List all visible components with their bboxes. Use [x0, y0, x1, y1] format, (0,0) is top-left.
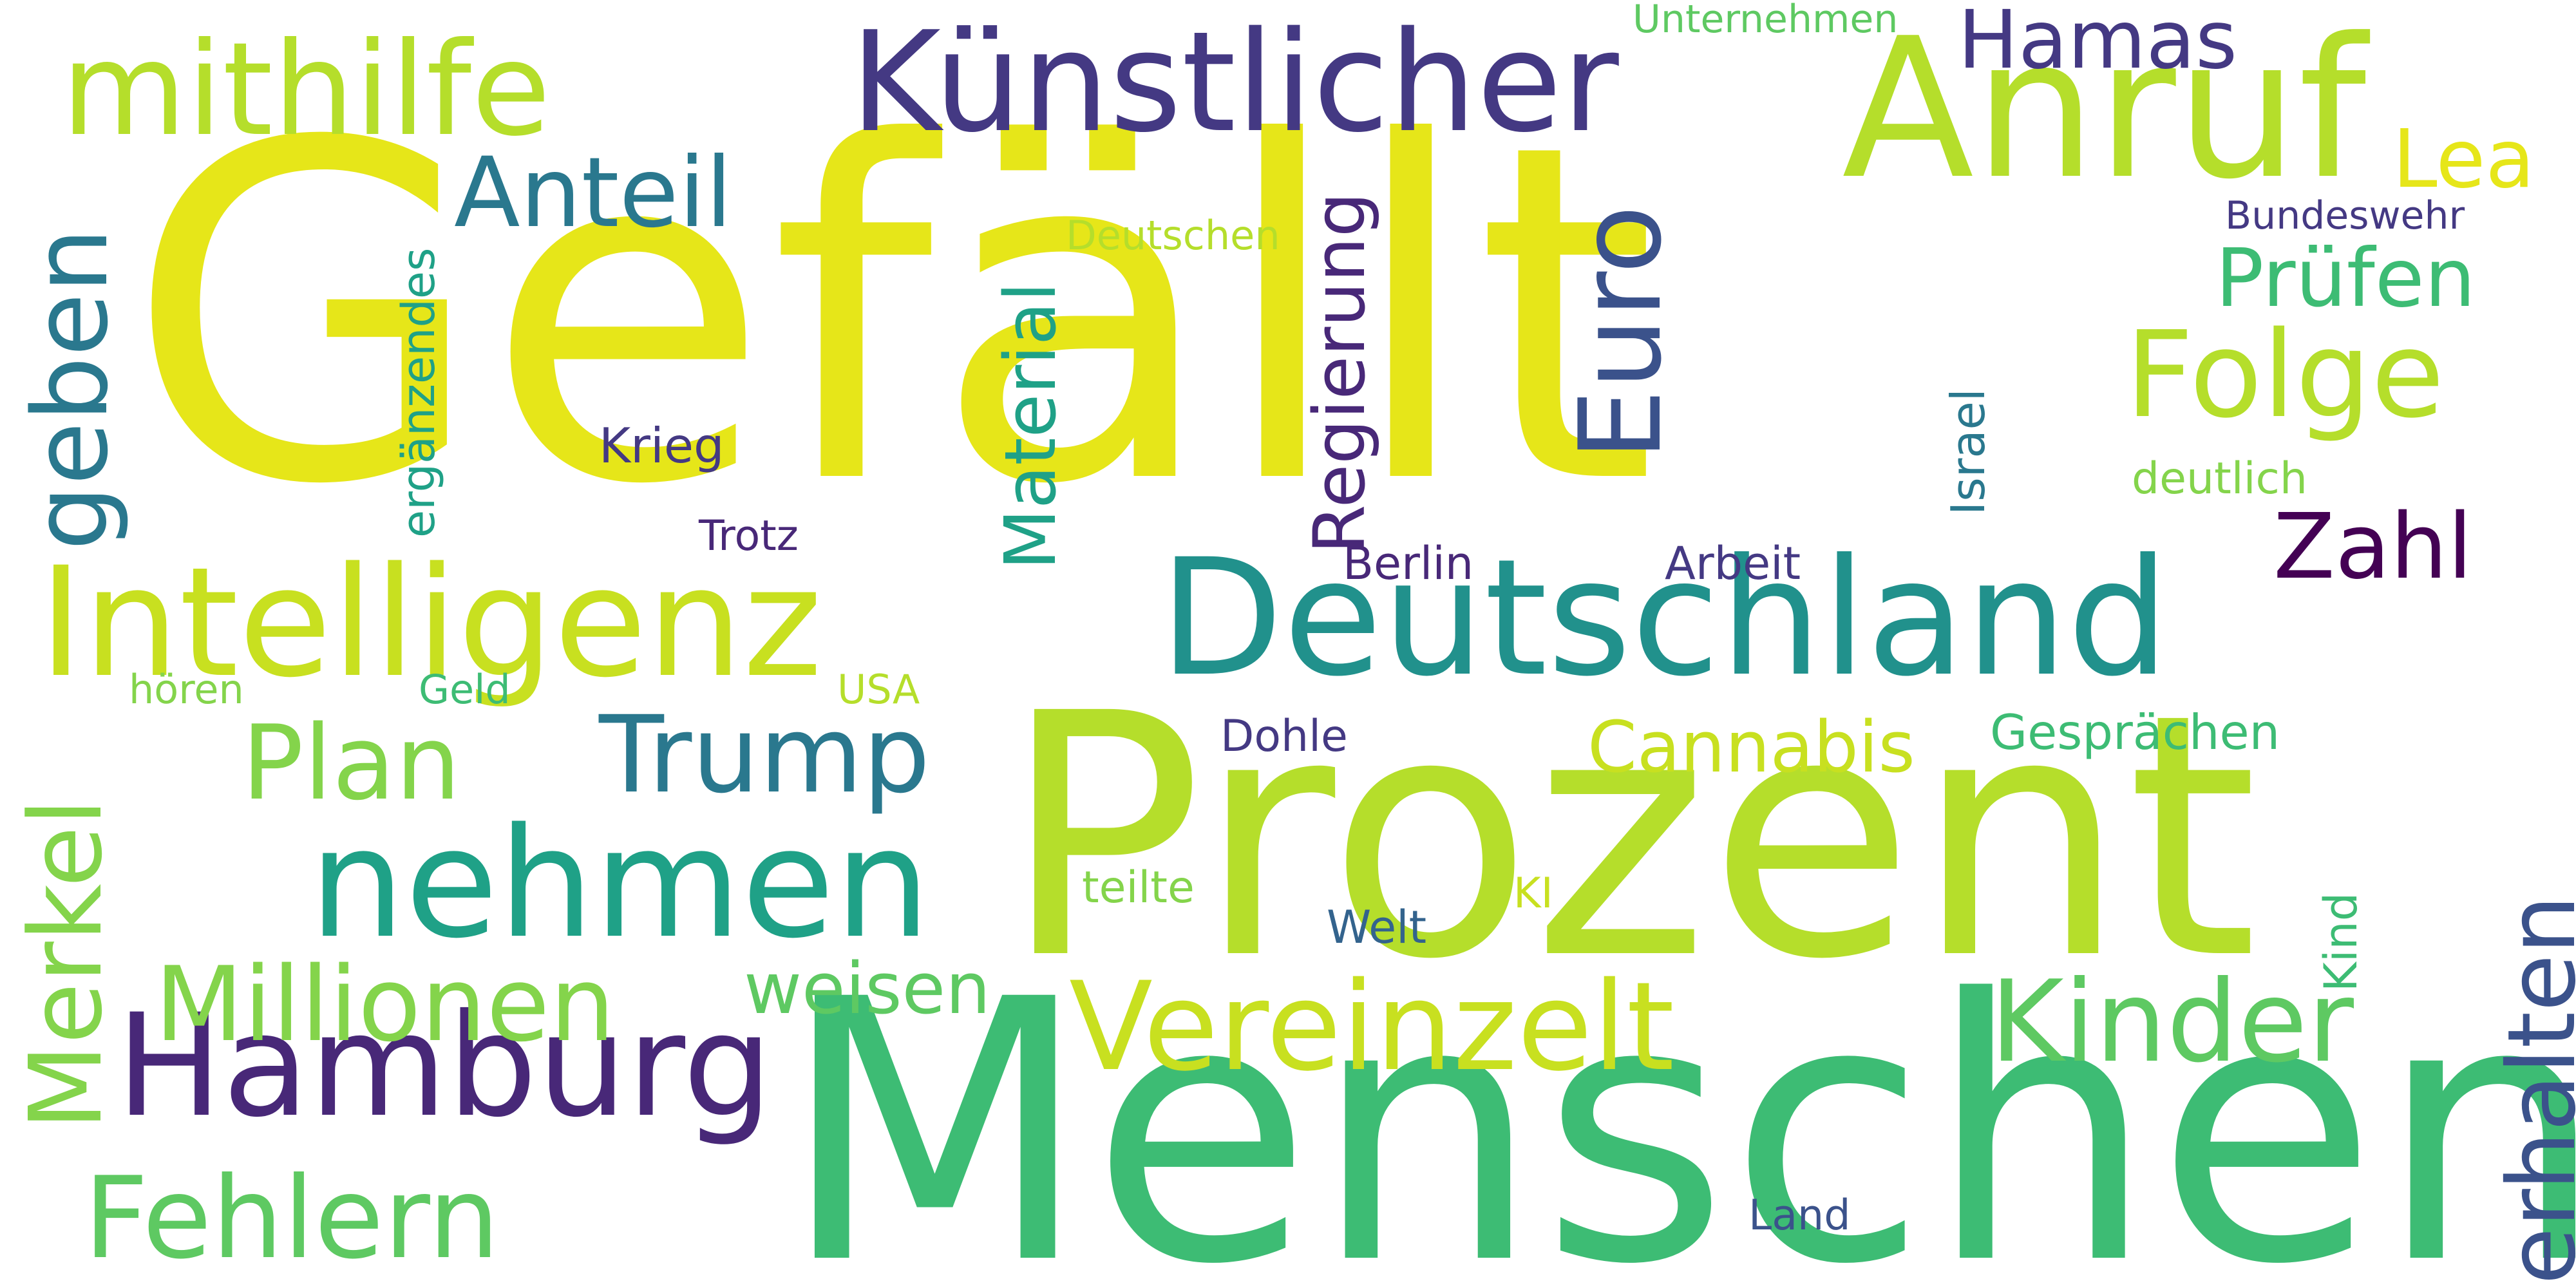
word-ki: KI: [1513, 869, 1553, 918]
word-anteil: Anteil: [454, 137, 733, 249]
word-intelligenz: Intelligenz: [39, 535, 822, 711]
word-anruf: Anruf: [1842, 0, 2367, 222]
word-kuenstlicher: Künstlicher: [850, 1, 1619, 163]
word-israel: Israel: [1941, 388, 1995, 515]
word-weisen: weisen: [744, 947, 990, 1030]
word-folge: Folge: [2125, 305, 2445, 444]
word-material: Material: [989, 282, 1072, 570]
word-kinder: Kinder: [1990, 957, 2354, 1088]
word-regierung: Regierung: [1298, 192, 1381, 554]
word-deutschen: Deutschen: [1066, 212, 1280, 259]
word-deutschland: Deutschland: [1159, 524, 2170, 712]
word-geld: Geld: [419, 666, 511, 713]
word-usa: USA: [837, 666, 920, 713]
word-lea: Lea: [2392, 113, 2535, 206]
word-erhalten: erhalten: [2488, 895, 2576, 1285]
word-millionen: Millionen: [155, 944, 615, 1065]
word-berlin: Berlin: [1343, 537, 1474, 590]
word-trump: Trump: [599, 693, 931, 817]
word-gespraechen: Gesprächen: [1990, 704, 2280, 761]
word-hoeren: hören: [129, 666, 244, 713]
word-vereinzelt: Vereinzelt: [1069, 956, 1675, 1098]
word-dohle: Dohle: [1220, 711, 1348, 762]
word-kind: Kind: [2315, 892, 2367, 992]
word-krieg: Krieg: [599, 417, 724, 474]
word-cannabis: Cannabis: [1587, 706, 1915, 788]
word-merkel: Merkel: [8, 798, 124, 1130]
word-unternehmen: Unternehmen: [1633, 0, 1899, 42]
word-hamburg: Hamburg: [116, 983, 773, 1148]
word-prozent: Prozent: [1001, 642, 2259, 1032]
word-gefaellt: Gefällt: [126, 46, 1657, 585]
word-welt: Welt: [1327, 901, 1427, 954]
word-hamas: Hamas: [1958, 0, 2238, 87]
word-nehmen: nehmen: [309, 796, 931, 972]
word-ergaenzendes: ergänzendes: [392, 247, 445, 538]
word-zahl: Zahl: [2273, 495, 2473, 600]
word-fehlern: Fehlern: [84, 1153, 500, 1284]
word-land: Land: [1748, 1191, 1851, 1240]
word-bundeswehr: Bundeswehr: [2225, 193, 2465, 238]
word-pruefen: Prüfen: [2215, 232, 2476, 325]
word-geben: geben: [10, 227, 131, 551]
word-trotz: Trotz: [699, 512, 799, 560]
word-menschen: Menschen: [779, 923, 2576, 1288]
word-arbeit: Arbeit: [1665, 537, 1801, 590]
word-teilte: teilte: [1082, 862, 1195, 913]
word-euro: Euro: [1556, 205, 1687, 460]
word-plan: Plan: [242, 703, 461, 823]
word-mithilfe: mithilfe: [61, 15, 551, 165]
word-deutlich: deutlich: [2132, 453, 2308, 504]
